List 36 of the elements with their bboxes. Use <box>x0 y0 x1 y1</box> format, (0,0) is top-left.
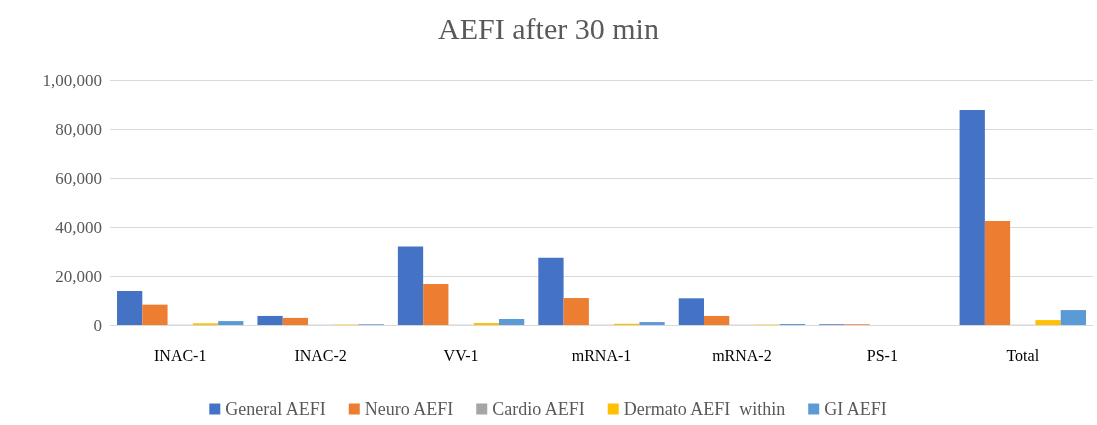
legend-label: Dermato AEFI within <box>623 399 786 419</box>
bar <box>397 246 424 325</box>
legend-label: General AEFI <box>225 399 326 419</box>
legend-label: Cardio AEFI <box>492 399 585 419</box>
bar <box>639 322 665 325</box>
legend-label: Neuro AEFI <box>364 399 454 419</box>
y-tick-label: 0 <box>93 315 102 335</box>
x-tick-label: mRNA-1 <box>571 346 632 364</box>
bar <box>218 321 244 325</box>
x-tick-label: PS-1 <box>866 346 898 364</box>
y-tick-label: 20,000 <box>55 266 102 286</box>
bar <box>282 317 308 325</box>
bar <box>563 298 589 325</box>
bar <box>1060 310 1086 325</box>
bar <box>142 304 168 325</box>
x-tick-label: INAC-1 <box>154 346 207 364</box>
x-tick-label: VV-1 <box>443 346 479 364</box>
x-tick-label: INAC-2 <box>294 346 347 364</box>
y-tick-label: 80,000 <box>55 119 102 139</box>
chart-title: AEFI after 30 min <box>438 11 659 45</box>
bar <box>117 290 143 325</box>
y-tick-label: 1,00,000 <box>42 70 102 90</box>
bar <box>959 109 985 325</box>
legend-label: GI AEFI <box>824 399 887 419</box>
bar <box>538 257 564 325</box>
bar <box>498 318 525 325</box>
y-tick-label: 40,000 <box>55 217 102 237</box>
bar <box>257 315 283 325</box>
x-tick-label: Total <box>1006 346 1040 364</box>
y-tick-label: 60,000 <box>55 168 102 188</box>
bar <box>423 284 449 325</box>
bar <box>1035 320 1061 325</box>
x-tick-label: mRNA-2 <box>712 346 772 364</box>
bar <box>984 220 1011 325</box>
bar <box>678 298 705 325</box>
bar <box>704 315 730 325</box>
